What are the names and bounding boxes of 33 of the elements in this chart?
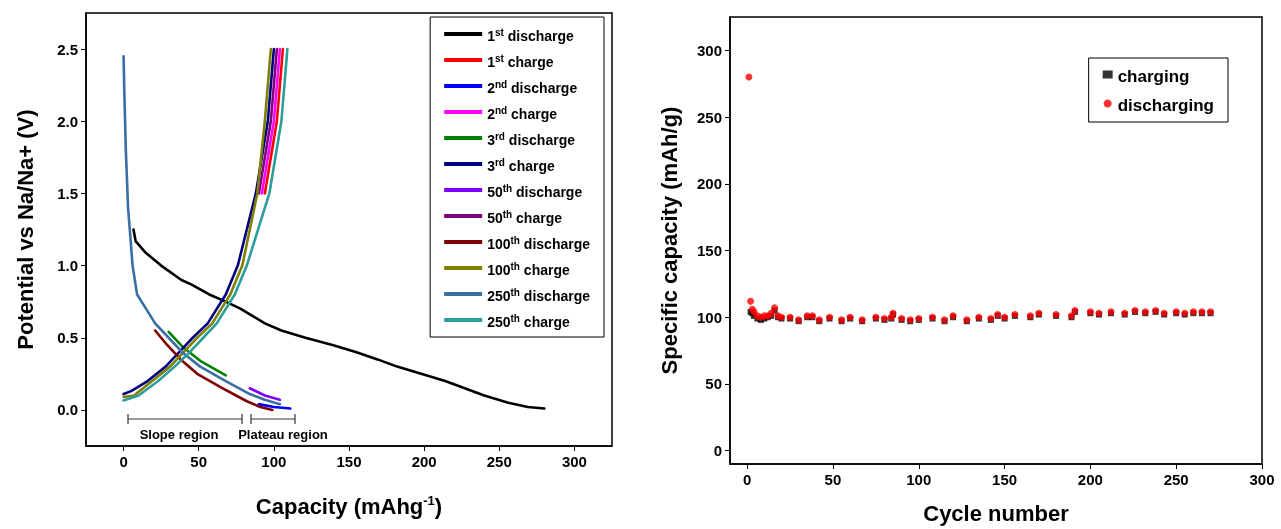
x-axis-title: Cycle number: [923, 500, 1070, 526]
y-axis-title: Specific capacity (mAh/g): [656, 106, 682, 375]
y-tick-label: 100: [696, 308, 722, 326]
y-tick-label: 200: [696, 175, 722, 193]
legend-label: discharging: [1117, 96, 1215, 115]
x-tick-label: 300: [561, 453, 587, 470]
x-tick-label: 0: [119, 453, 128, 470]
x-tick-label: 200: [1077, 471, 1103, 488]
x-tick-label: 0: [742, 471, 752, 488]
y-tick-label: 2.5: [57, 40, 78, 58]
y-tick-label: 150: [696, 242, 722, 260]
x-tick-label: 50: [824, 471, 842, 488]
y-tick-label: 0.0: [57, 401, 78, 419]
x-tick-label: 100: [261, 453, 287, 470]
x-tick-label: 200: [411, 453, 437, 470]
y-tick-label: 1.5: [57, 184, 78, 202]
x-tick-label: 300: [1249, 471, 1275, 488]
y-tick-label: 250: [696, 108, 722, 126]
y-tick-label: 2.0: [57, 112, 78, 130]
x-tick-label: 250: [1163, 471, 1189, 488]
x-tick-label: 150: [336, 453, 362, 470]
y-tick-label: 0.5: [57, 329, 78, 347]
x-tick-label: 250: [486, 453, 512, 470]
x-tick-label: 50: [190, 453, 208, 470]
annotation: Slope region: [139, 426, 219, 442]
annotation: Plateau region: [238, 426, 328, 442]
legend-label: charging: [1117, 67, 1190, 86]
y-tick-label: 1.0: [57, 257, 78, 275]
y-tick-label: 50: [705, 375, 722, 393]
x-tick-label: 150: [992, 471, 1018, 488]
y-axis-title: Potential vs Na/Na+ (V): [12, 109, 38, 350]
y-tick-label: 300: [696, 41, 722, 59]
x-tick-label: 100: [906, 471, 932, 488]
